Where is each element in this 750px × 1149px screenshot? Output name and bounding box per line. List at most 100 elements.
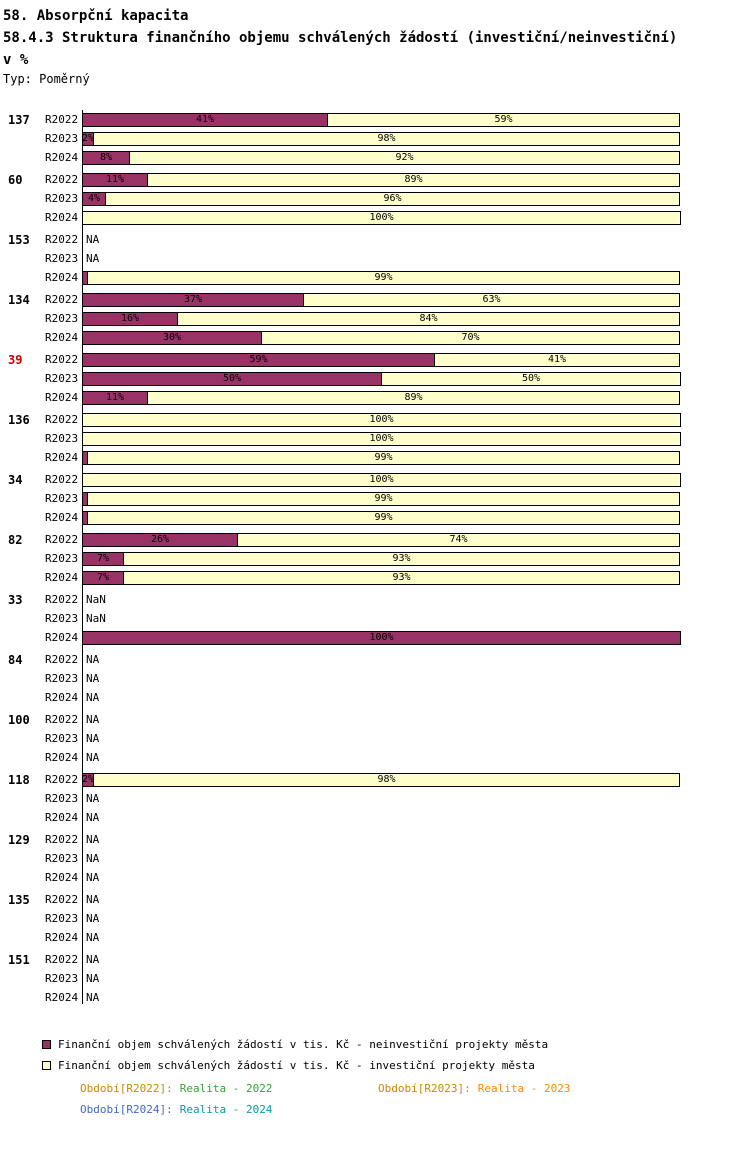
- period-r2022: Období[R2022]: Realita - 2022: [80, 1082, 272, 1095]
- percent-label: 99%: [374, 271, 393, 283]
- group-label: 129: [8, 832, 30, 847]
- group-label: 118: [8, 772, 30, 787]
- chart-row: 151 R2022 NA: [0, 950, 750, 969]
- na-label: NA: [86, 912, 100, 925]
- period-label: R2023: [45, 192, 79, 205]
- period-label: R2024: [45, 151, 79, 164]
- period-label: R2024: [45, 571, 79, 584]
- segment-neinvesticni: 8%: [82, 150, 130, 165]
- segment-investicni: 100%: [82, 412, 681, 427]
- chart-group-39: 39 R2022 59% 41% R2023 50% 50% R2024 11% 89%: [0, 350, 750, 407]
- segment-investicni: 100%: [82, 210, 681, 225]
- segment-neinvesticni: 7%: [82, 551, 124, 566]
- legend-item-investicni: Finanční objem schválených žádostí v tis…: [42, 1055, 750, 1076]
- group-label: 136: [8, 412, 30, 427]
- group-label: 84: [8, 652, 23, 667]
- segment-investicni: 100%: [82, 472, 681, 487]
- segment-investicni: 63%: [303, 292, 680, 307]
- period-label: R2024: [45, 931, 79, 944]
- chart-row: R2024 11% 89%: [0, 388, 750, 407]
- percent-label: 41%: [195, 113, 215, 125]
- period-label: R2023: [45, 792, 79, 805]
- period-label: R2023: [45, 252, 79, 265]
- percent-label: 16%: [120, 312, 140, 324]
- segment-neinvesticni: 4%: [82, 191, 106, 206]
- percent-label: 74%: [449, 533, 468, 545]
- missing-value: NA: [82, 931, 681, 945]
- chart-group-137: 137 R2022 41% 59% R2023 2% 98% R2024 8% 92%: [0, 110, 750, 167]
- percent-label: 59%: [494, 113, 513, 125]
- na-label: NA: [86, 972, 100, 985]
- segment-investicni: 89%: [147, 172, 680, 187]
- chart-type-label: Typ: Poměrný: [3, 72, 90, 86]
- na-label: NA: [86, 713, 100, 726]
- footer-line-1: Období[R2022]: Realita - 2022 Období[R202…: [0, 1082, 750, 1103]
- chart-row: R2024 NA: [0, 688, 750, 707]
- period-label: R2024: [45, 811, 79, 824]
- chart-row: R2023 NA: [0, 789, 750, 808]
- chart-row: R2024 100%: [0, 208, 750, 227]
- chart-row: R2023 NA: [0, 669, 750, 688]
- percent-label: 7%: [96, 552, 110, 564]
- percent-label: 63%: [482, 293, 501, 305]
- percent-label: 96%: [383, 192, 402, 204]
- segment-investicni: 98%: [93, 772, 680, 787]
- percent-label: 37%: [183, 293, 203, 305]
- percent-label: 89%: [404, 173, 423, 185]
- stacked-bar: 30% 70%: [82, 330, 681, 345]
- na-label: NaN: [86, 612, 106, 625]
- group-label: 100: [8, 712, 30, 727]
- percent-label: 70%: [461, 331, 480, 343]
- period-label: R2022: [45, 953, 79, 966]
- period-label: R2023: [45, 492, 79, 505]
- na-label: NA: [86, 953, 100, 966]
- period-label: R2024: [45, 331, 79, 344]
- na-label: NA: [86, 252, 100, 265]
- group-label: 34: [8, 472, 23, 487]
- missing-value: NA: [82, 871, 681, 885]
- percent-label: 84%: [419, 312, 438, 324]
- stacked-bar: 11% 89%: [82, 390, 681, 405]
- period-label: R2022: [45, 173, 79, 186]
- period-label: R2022: [45, 293, 79, 306]
- period-label: R2023: [45, 132, 79, 145]
- stacked-bar: 99%: [82, 491, 681, 506]
- percent-label: 50%: [222, 372, 242, 384]
- na-label: NaN: [86, 593, 106, 606]
- percent-label: 2%: [81, 773, 95, 785]
- chart-row: 129 R2022 NA: [0, 830, 750, 849]
- chart-row: 100 R2022 NA: [0, 710, 750, 729]
- period-label: R2023: [45, 552, 79, 565]
- period-label: R2024: [45, 691, 79, 704]
- chart-row: R2023 50% 50%: [0, 369, 750, 388]
- segment-investicni: 93%: [123, 570, 680, 585]
- chart-row: R2024 99%: [0, 268, 750, 287]
- chart-row: R2024 8% 92%: [0, 148, 750, 167]
- chart-row: 153 R2022 NA: [0, 230, 750, 249]
- period-label: R2022: [45, 833, 79, 846]
- stacked-bar-chart: 137 R2022 41% 59% R2023 2% 98% R2024 8% 92% 60 R202…: [0, 110, 750, 1007]
- group-label: 60: [8, 172, 23, 187]
- chart-row: R2024 NA: [0, 748, 750, 767]
- chart-group-84: 84 R2022 NA R2023 NA R2024 NA: [0, 650, 750, 707]
- stacked-bar: 100%: [82, 210, 681, 225]
- period-label: R2022: [45, 113, 79, 126]
- percent-label: 100%: [369, 473, 394, 485]
- chart-row: R2023 2% 98%: [0, 129, 750, 148]
- missing-value: NA: [82, 972, 681, 986]
- group-label: 135: [8, 892, 30, 907]
- chart-row: 60 R2022 11% 89%: [0, 170, 750, 189]
- chart-row: 136 R2022 100%: [0, 410, 750, 429]
- chart-row: R2023 NA: [0, 969, 750, 988]
- chart-legend: Finanční objem schválených žádostí v tis…: [0, 1034, 750, 1076]
- chart-group-129: 129 R2022 NA R2023 NA R2024 NA: [0, 830, 750, 887]
- segment-neinvesticni: 50%: [82, 371, 382, 386]
- legend-swatch-investicni: [42, 1061, 51, 1070]
- missing-value: NA: [82, 792, 681, 806]
- percent-label: 30%: [162, 331, 182, 343]
- period-label: R2024: [45, 991, 79, 1004]
- percent-label: 98%: [377, 773, 396, 785]
- percent-label: 41%: [547, 353, 567, 365]
- group-label: 134: [8, 292, 30, 307]
- segment-neinvesticni: 41%: [82, 112, 328, 127]
